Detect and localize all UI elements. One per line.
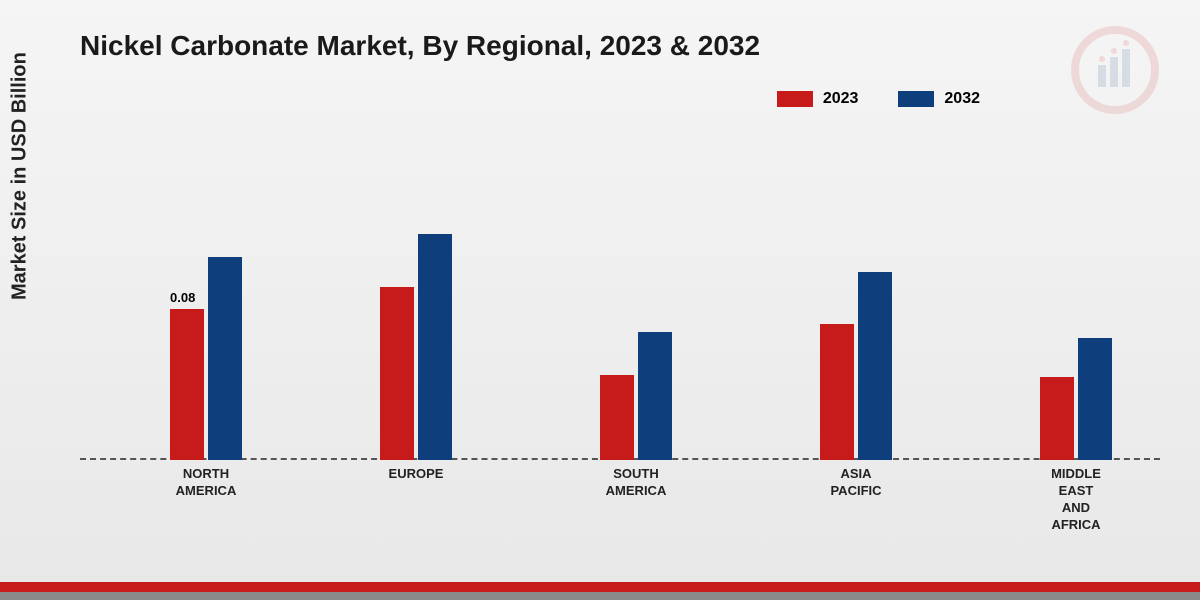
legend-item-2023: 2023 — [777, 90, 859, 108]
x-tick-label: ASIA PACIFIC — [830, 466, 881, 500]
legend-label-2032: 2032 — [944, 90, 980, 108]
bar-group — [820, 272, 892, 460]
legend: 2023 2032 — [777, 90, 980, 108]
chart-title: Nickel Carbonate Market, By Regional, 20… — [80, 30, 760, 62]
x-tick-label: EUROPE — [389, 466, 444, 483]
footer-red-bar — [0, 582, 1200, 592]
bar-2023 — [380, 287, 414, 460]
footer-gray-bar — [0, 592, 1200, 600]
watermark-logo — [1070, 25, 1160, 120]
legend-swatch-2023 — [777, 91, 813, 107]
bar-group — [1040, 338, 1112, 460]
bar-2032 — [638, 332, 672, 460]
y-axis-label: Market Size in USD Billion — [9, 52, 32, 300]
bar-group — [600, 332, 672, 460]
bar-2032 — [1078, 338, 1112, 460]
bar-2032 — [418, 234, 452, 460]
plot-area: 0.08 — [80, 140, 1160, 460]
bar-2023 — [1040, 377, 1074, 460]
legend-item-2032: 2032 — [898, 90, 980, 108]
bar-group: 0.08 — [170, 257, 242, 460]
bar-group — [380, 234, 452, 460]
x-tick-label: SOUTH AMERICA — [606, 466, 667, 500]
x-tick-label: MIDDLE EAST AND AFRICA — [1051, 466, 1101, 534]
bar-2023 — [600, 375, 634, 460]
x-tick-label: NORTH AMERICA — [176, 466, 237, 500]
legend-swatch-2032 — [898, 91, 934, 107]
legend-label-2023: 2023 — [823, 90, 859, 108]
bar-2032 — [208, 257, 242, 460]
bar-value-label: 0.08 — [170, 290, 195, 305]
bar-2023 — [170, 309, 204, 460]
bar-2023 — [820, 324, 854, 460]
bar-2032 — [858, 272, 892, 460]
